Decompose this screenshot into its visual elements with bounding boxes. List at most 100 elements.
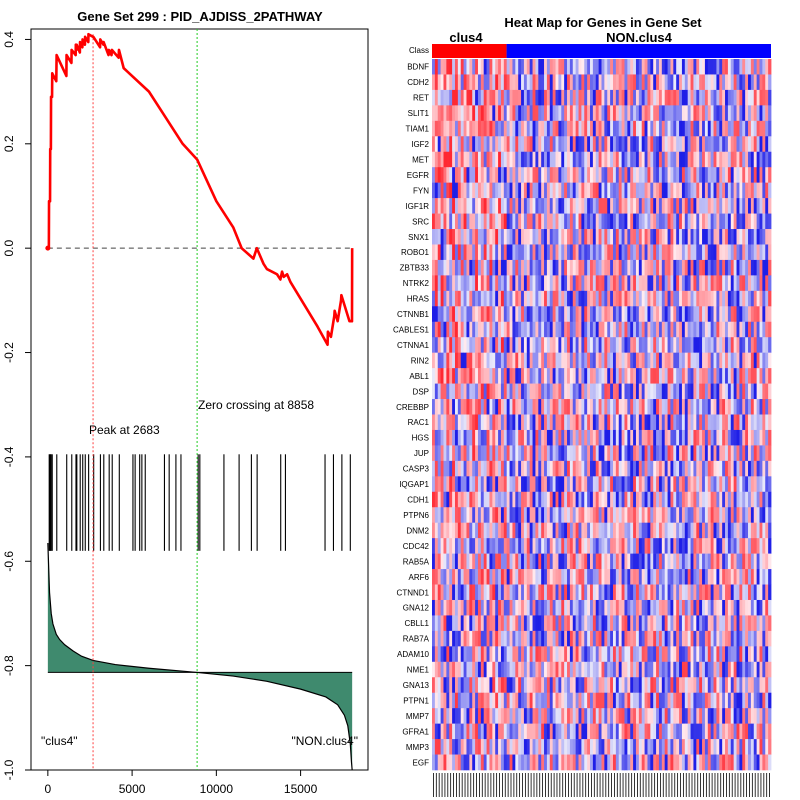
heatmap-cell [693,522,697,539]
heatmap-cell [518,553,522,570]
heatmap-cell [759,59,763,75]
heatmap-cell [748,244,752,261]
heatmap-cell [457,677,462,694]
heatmap-cell [518,491,522,508]
heatmap-cell [506,120,510,137]
heatmap-cell [567,399,571,415]
heatmap-cell [463,321,467,338]
heatmap-cell [656,275,660,292]
heatmap-cell [647,599,651,616]
heatmap-cell [673,445,677,462]
heatmap-cell [618,167,623,183]
heatmap-cell [595,337,600,353]
heatmap-cell [518,198,522,214]
heatmap-cell [664,368,668,384]
heatmap-cell [457,352,462,369]
heatmap-cell [477,198,482,214]
heatmap-cell [549,167,554,183]
heatmap-cell [512,259,516,276]
heatmap-cell [704,244,709,261]
heatmap-cell [506,599,510,616]
heatmap-cell [434,599,439,616]
heatmap-cell [725,522,729,539]
heatmap-cell [443,229,447,245]
heatmap-cell [610,337,614,353]
heatmap-cell [483,692,487,709]
heatmap-cell [477,399,482,415]
heatmap-cell [638,429,643,446]
heatmap-cell [489,136,493,153]
heatmap-cell [521,661,525,678]
heatmap-cell [549,321,554,338]
heatmap-cell [498,368,502,384]
heatmap-cell [696,414,700,431]
heatmap-cell [535,383,539,400]
heatmap-cell [443,136,447,153]
heatmap-cell [702,151,706,168]
heatmap-class-bar [432,44,771,58]
heatmap-cell [529,538,533,554]
heatmap-cell [555,429,559,446]
heatmap-cell [463,692,467,709]
heatmap-cell [454,368,459,384]
heatmap-cell [624,677,628,694]
heatmap-cell [719,136,723,153]
heatmap-cell [555,89,559,106]
heatmap-cell [601,275,605,292]
heatmap-cell [627,522,631,539]
heatmap-cell [498,321,502,338]
heatmap-cell [658,105,663,122]
heatmap-cell [664,259,668,276]
heatmap-cell [549,538,554,554]
heatmap-cell [432,167,436,183]
heatmap-cell [673,136,677,153]
heatmap-cell [538,120,542,137]
heatmap-cell [621,213,625,230]
heatmap-cell [702,244,706,261]
heatmap-cell [523,259,528,276]
heatmap-cell [469,337,473,353]
heatmap-cell [756,553,760,570]
heatmap-cell [523,182,528,199]
heatmap-cell [615,120,620,137]
heatmap-cell [661,182,666,199]
heatmap-cell [512,615,516,632]
heatmap-cell [463,213,467,230]
heatmap-cell [480,491,485,508]
heatmap-cell [635,383,640,400]
heatmap-cell [638,229,643,245]
heatmap-cell [650,476,654,493]
heatmap-cell [762,599,766,616]
heatmap-cell [526,59,531,75]
heatmap-cell [745,584,749,601]
heatmap-cell [658,352,663,369]
heatmap-cell [667,213,671,230]
heatmap-cell [529,522,533,539]
heatmap-cell [454,429,459,446]
heatmap-cell [595,89,600,106]
heatmap-cell [610,120,614,137]
heatmap-cell [489,167,493,183]
heatmap-cell [765,615,769,632]
heatmap-cell [607,399,611,415]
heatmap-cell [707,630,712,647]
heatmap-cell [434,229,439,245]
heatmap-cell [750,337,755,353]
heatmap-cell [656,584,660,601]
heatmap-cell [492,229,496,245]
heatmap-cell [730,569,735,585]
heatmap-cell [472,460,476,477]
heatmap-cell [541,522,545,539]
heatmap-cell [495,507,499,523]
heatmap-cell [575,275,579,292]
heatmap-cell [681,151,686,168]
heatmap-cell [745,445,749,462]
heatmap-cell [696,491,700,508]
heatmap-cell [725,213,729,230]
heatmap-cell [532,352,536,369]
heatmap-cell [716,213,720,230]
heatmap-cell [676,337,680,353]
heatmap-cell [590,445,594,462]
heatmap-cell [656,151,660,168]
heatmap-cell [457,213,462,230]
